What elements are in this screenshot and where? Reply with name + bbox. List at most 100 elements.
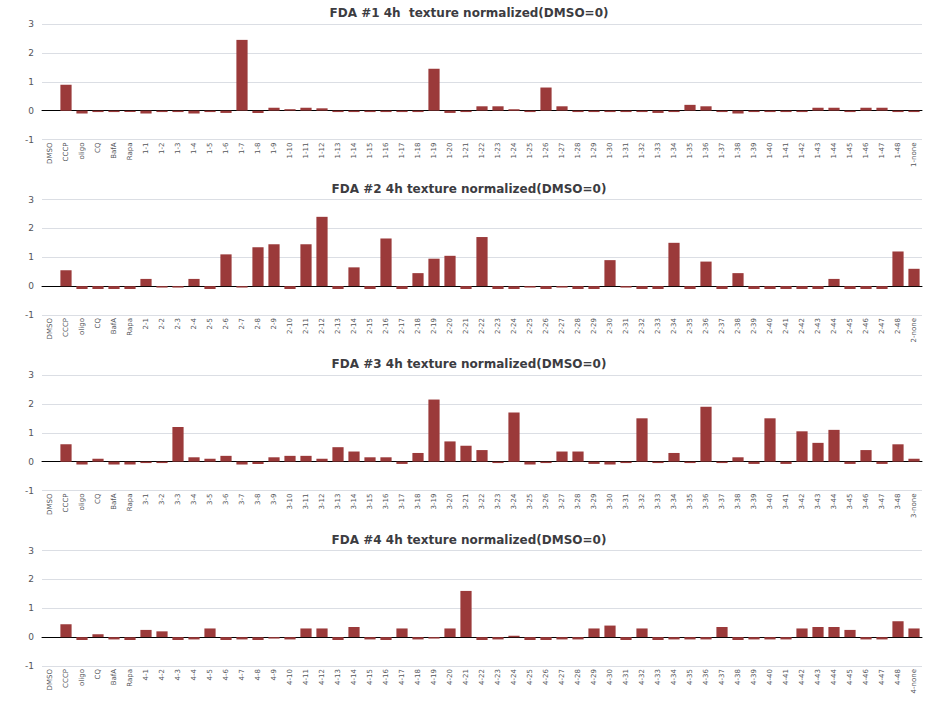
svg-text:4-36: 4-36 bbox=[702, 668, 710, 684]
svg-text:3-7: 3-7 bbox=[238, 494, 246, 505]
svg-text:3-22: 3-22 bbox=[478, 494, 486, 510]
svg-text:1-6: 1-6 bbox=[222, 142, 230, 154]
svg-text:2-25: 2-25 bbox=[526, 318, 534, 334]
svg-text:2: 2 bbox=[28, 48, 34, 58]
svg-text:-1: -1 bbox=[25, 310, 34, 320]
svg-text:2-3: 2-3 bbox=[174, 318, 182, 329]
svg-text:4-41: 4-41 bbox=[782, 669, 790, 685]
svg-text:2-17: 2-17 bbox=[398, 318, 406, 334]
svg-text:3-21: 3-21 bbox=[462, 494, 470, 510]
svg-text:2-19: 2-19 bbox=[430, 318, 438, 334]
svg-text:1-42: 1-42 bbox=[798, 143, 806, 159]
svg-text:2-13: 2-13 bbox=[334, 318, 342, 334]
svg-text:4-4: 4-4 bbox=[190, 668, 198, 680]
svg-text:4-42: 4-42 bbox=[798, 669, 806, 685]
svg-text:4-34: 4-34 bbox=[670, 668, 678, 684]
svg-text:1-27: 1-27 bbox=[558, 143, 566, 159]
svg-text:3-9: 3-9 bbox=[270, 494, 278, 505]
svg-text:0: 0 bbox=[28, 281, 34, 291]
svg-text:1-7: 1-7 bbox=[238, 143, 246, 154]
svg-text:2-15: 2-15 bbox=[366, 318, 374, 334]
svg-text:2-40: 2-40 bbox=[766, 318, 774, 334]
svg-text:4-40: 4-40 bbox=[766, 669, 774, 685]
svg-text:1-13: 1-13 bbox=[334, 143, 342, 159]
svg-text:2-30: 2-30 bbox=[606, 318, 614, 334]
svg-text:4-2: 4-2 bbox=[158, 669, 166, 680]
svg-text:FDA #4 4h texture normalized(D: FDA #4 4h texture normalized(DMSO=0) bbox=[332, 533, 607, 547]
svg-text:2-8: 2-8 bbox=[254, 318, 262, 329]
svg-text:3-18: 3-18 bbox=[414, 494, 422, 510]
svg-text:3-36: 3-36 bbox=[702, 493, 710, 509]
svg-text:3-42: 3-42 bbox=[798, 494, 806, 510]
svg-text:2: 2 bbox=[28, 399, 34, 409]
svg-text:1: 1 bbox=[28, 252, 34, 262]
svg-text:2-11: 2-11 bbox=[302, 318, 310, 334]
svg-text:3-12: 3-12 bbox=[318, 494, 326, 510]
svg-text:2-31: 2-31 bbox=[622, 318, 630, 334]
svg-text:2-39: 2-39 bbox=[750, 318, 758, 334]
svg-text:4-15: 4-15 bbox=[366, 669, 374, 685]
svg-text:FDA #1 4h texture normalized(: FDA #1 4h texture normalized(DMSO=0) bbox=[330, 6, 609, 20]
svg-text:4-38: 4-38 bbox=[734, 669, 742, 685]
svg-text:2-10: 2-10 bbox=[286, 318, 294, 334]
svg-text:2-38: 2-38 bbox=[734, 318, 742, 334]
svg-text:2-16: 2-16 bbox=[382, 317, 390, 333]
svg-text:1-24: 1-24 bbox=[510, 142, 518, 158]
svg-text:Rapa: Rapa bbox=[126, 143, 134, 161]
svg-text:1-12: 1-12 bbox=[318, 143, 326, 159]
svg-text:3-37: 3-37 bbox=[718, 494, 726, 510]
svg-text:3-39: 3-39 bbox=[750, 494, 758, 510]
svg-text:2-44: 2-44 bbox=[830, 317, 838, 333]
svg-text:3-13: 3-13 bbox=[334, 494, 342, 510]
svg-text:BafA: BafA bbox=[110, 142, 118, 159]
svg-text:1-46: 1-46 bbox=[862, 142, 870, 158]
svg-text:4-48: 4-48 bbox=[894, 669, 902, 685]
svg-text:3-24: 3-24 bbox=[510, 493, 518, 509]
svg-text:1-2: 1-2 bbox=[158, 143, 166, 154]
svg-text:2-27: 2-27 bbox=[558, 318, 566, 334]
svg-text:3-41: 3-41 bbox=[782, 494, 790, 510]
svg-text:3-47: 3-47 bbox=[878, 494, 886, 510]
svg-text:1-17: 1-17 bbox=[398, 143, 406, 159]
svg-text:1-29: 1-29 bbox=[590, 143, 598, 159]
svg-text:2-28: 2-28 bbox=[574, 318, 582, 334]
svg-text:Rapa: Rapa bbox=[126, 669, 134, 687]
svg-text:3-20: 3-20 bbox=[446, 494, 454, 510]
svg-text:4-16: 4-16 bbox=[382, 668, 390, 684]
svg-text:2-46: 2-46 bbox=[862, 317, 870, 333]
svg-text:2-4: 2-4 bbox=[190, 317, 198, 329]
svg-text:4-27: 4-27 bbox=[558, 669, 566, 685]
svg-text:1-40: 1-40 bbox=[766, 143, 774, 159]
svg-text:FDA #3 4h texture normalized(D: FDA #3 4h texture normalized(DMSO=0) bbox=[332, 357, 607, 371]
svg-text:3-8: 3-8 bbox=[254, 494, 262, 505]
svg-text:4-17: 4-17 bbox=[398, 669, 406, 685]
svg-text:2-none: 2-none bbox=[910, 318, 918, 342]
svg-text:4-31: 4-31 bbox=[622, 669, 630, 685]
svg-text:1-11: 1-11 bbox=[302, 143, 310, 159]
svg-text:3-43: 3-43 bbox=[814, 494, 822, 510]
svg-text:3: 3 bbox=[28, 195, 34, 205]
svg-text:3-3: 3-3 bbox=[174, 494, 182, 505]
svg-text:2-48: 2-48 bbox=[894, 318, 902, 334]
svg-text:CCCP: CCCP bbox=[62, 318, 70, 337]
svg-text:3-19: 3-19 bbox=[430, 494, 438, 510]
svg-text:3-2: 3-2 bbox=[158, 494, 166, 505]
svg-text:4-30: 4-30 bbox=[606, 669, 614, 685]
svg-text:2-7: 2-7 bbox=[238, 318, 246, 329]
svg-text:3-45: 3-45 bbox=[846, 494, 854, 510]
svg-text:3-32: 3-32 bbox=[638, 494, 646, 510]
svg-text:4-5: 4-5 bbox=[206, 669, 214, 680]
svg-text:CCCP: CCCP bbox=[62, 494, 70, 513]
svg-text:3-1: 3-1 bbox=[142, 494, 150, 505]
svg-text:oligo: oligo bbox=[78, 669, 86, 686]
svg-text:1: 1 bbox=[28, 77, 34, 87]
svg-text:-1: -1 bbox=[25, 486, 34, 496]
svg-text:CQ: CQ bbox=[94, 318, 102, 329]
svg-text:3-none: 3-none bbox=[910, 494, 918, 518]
svg-text:1-4: 1-4 bbox=[190, 142, 198, 154]
svg-text:1-26: 1-26 bbox=[542, 142, 550, 158]
svg-text:3-17: 3-17 bbox=[398, 494, 406, 510]
svg-text:3-48: 3-48 bbox=[894, 494, 902, 510]
svg-text:BafA: BafA bbox=[110, 318, 118, 335]
svg-text:1-48: 1-48 bbox=[894, 143, 902, 159]
